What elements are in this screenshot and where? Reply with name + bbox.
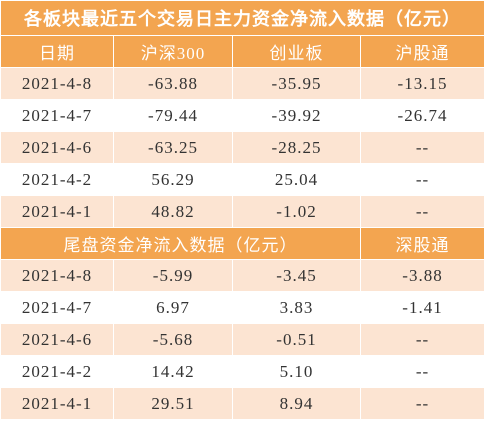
- column-header: 日期: [0, 35, 114, 68]
- date-cell: 2021-4-2: [0, 355, 114, 388]
- value-cell: -13.15: [360, 67, 484, 100]
- value-cell: -79.44: [113, 99, 233, 132]
- value-cell: -0.51: [232, 323, 361, 356]
- data-row: 2021-4-2 56.29 25.04 --: [0, 163, 484, 196]
- data-row: 2021-4-1 29.51 8.94 --: [0, 387, 484, 420]
- value-cell: 29.51: [113, 387, 233, 420]
- value-cell: 56.29: [113, 163, 233, 196]
- value-cell: --: [360, 131, 484, 164]
- table-title: 各板块最近五个交易日主力资金净流入数据（亿元）: [0, 0, 484, 36]
- column-header: 沪深300: [113, 35, 233, 68]
- title-row: 各板块最近五个交易日主力资金净流入数据（亿元）: [0, 0, 484, 36]
- value-cell: 8.94: [232, 387, 361, 420]
- value-cell: -5.68: [113, 323, 233, 356]
- value-cell: -63.25: [113, 131, 233, 164]
- value-cell: -26.74: [360, 99, 484, 132]
- header-row: 日期 沪深300 创业板 沪股通: [0, 35, 484, 68]
- value-cell: 48.82: [113, 195, 233, 228]
- data-row: 2021-4-6 -63.25 -28.25 --: [0, 131, 484, 164]
- value-cell: -63.88: [113, 67, 233, 100]
- data-row: 2021-4-6 -5.68 -0.51 --: [0, 323, 484, 356]
- value-cell: -1.02: [232, 195, 361, 228]
- data-row: 2021-4-8 -5.99 -3.45 -3.88: [0, 259, 484, 292]
- data-row: 2021-4-1 48.82 -1.02 --: [0, 195, 484, 228]
- data-row: 2021-4-2 14.42 5.10 --: [0, 355, 484, 388]
- value-cell: -3.88: [360, 259, 484, 292]
- column-header: 沪股通: [360, 35, 484, 68]
- column-header: 创业板: [232, 35, 361, 68]
- value-cell: -5.99: [113, 259, 233, 292]
- value-cell: --: [360, 355, 484, 388]
- value-cell: --: [360, 323, 484, 356]
- value-cell: -1.41: [360, 291, 484, 324]
- section-header: 尾盘资金净流入数据（亿元）: [0, 227, 361, 260]
- data-row: 2021-4-8 -63.88 -35.95 -13.15: [0, 67, 484, 100]
- date-cell: 2021-4-6: [0, 131, 114, 164]
- value-cell: -39.92: [232, 99, 361, 132]
- value-cell: --: [360, 195, 484, 228]
- date-cell: 2021-4-7: [0, 291, 114, 324]
- value-cell: 3.83: [232, 291, 361, 324]
- date-cell: 2021-4-2: [0, 163, 114, 196]
- date-cell: 2021-4-1: [0, 195, 114, 228]
- date-cell: 2021-4-7: [0, 99, 114, 132]
- value-cell: -35.95: [232, 67, 361, 100]
- value-cell: -3.45: [232, 259, 361, 292]
- data-row: 2021-4-7 -79.44 -39.92 -26.74: [0, 99, 484, 132]
- value-cell: --: [360, 387, 484, 420]
- date-cell: 2021-4-6: [0, 323, 114, 356]
- value-cell: 5.10: [232, 355, 361, 388]
- data-row: 2021-4-7 6.97 3.83 -1.41: [0, 291, 484, 324]
- value-cell: 14.42: [113, 355, 233, 388]
- date-cell: 2021-4-8: [0, 259, 114, 292]
- value-cell: 25.04: [232, 163, 361, 196]
- value-cell: -28.25: [232, 131, 361, 164]
- header-row: 尾盘资金净流入数据（亿元） 深股通: [0, 227, 484, 260]
- date-cell: 2021-4-8: [0, 67, 114, 100]
- column-header: 深股通: [360, 227, 484, 260]
- date-cell: 2021-4-1: [0, 387, 114, 420]
- value-cell: 6.97: [113, 291, 233, 324]
- fund-flow-table: 各板块最近五个交易日主力资金净流入数据（亿元） 日期 沪深300 创业板 沪股通 2021…: [0, 0, 484, 420]
- value-cell: --: [360, 163, 484, 196]
